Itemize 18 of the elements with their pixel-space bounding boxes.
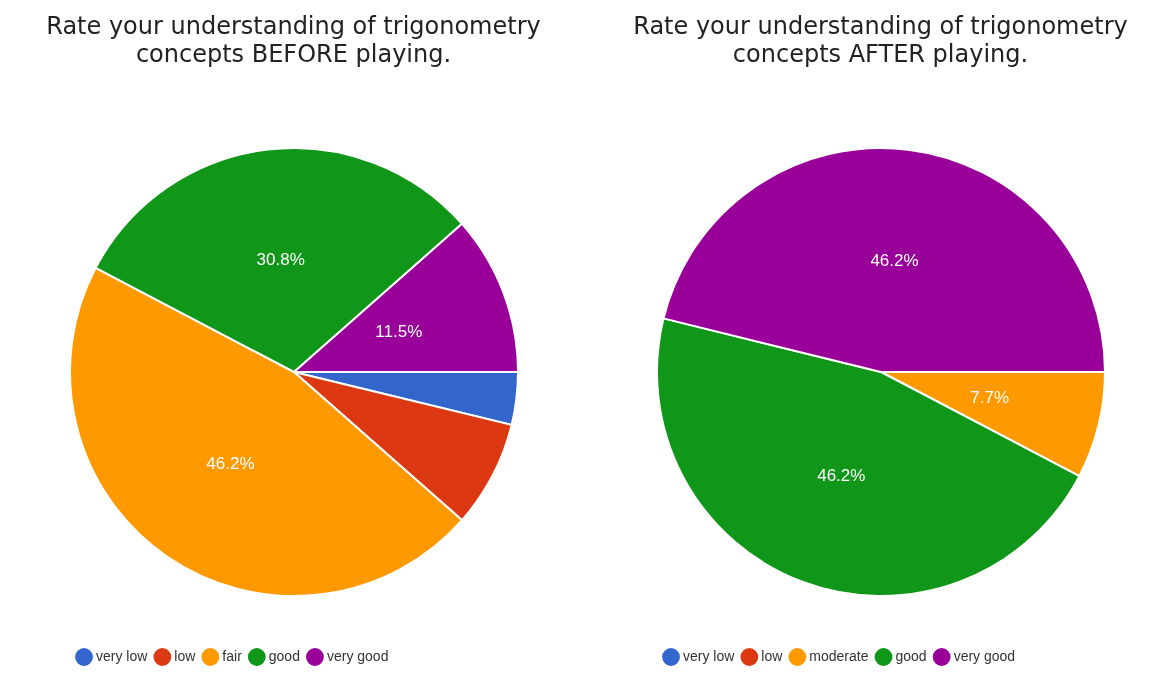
legend-label: good [895, 647, 927, 664]
data-label: 11.5% [374, 322, 422, 342]
legend-label: moderate [808, 647, 869, 664]
legend-label: very good [326, 647, 388, 664]
data-label: 46.2% [816, 466, 865, 486]
data-label: 7.7% [969, 388, 1009, 408]
chart-title: Rate your understanding of trigonometry concepts AFTER playing. [632, 12, 1129, 70]
data-label: 46.2% [869, 250, 919, 270]
legend-label: very low [682, 647, 735, 664]
legend-label: low [760, 647, 783, 664]
chart-title: Rate your understanding of trigonometry concepts BEFORE playing. [45, 12, 542, 70]
legend-label: good [268, 647, 300, 664]
data-label: 46.2% [205, 453, 255, 473]
legend-label: very low [95, 647, 148, 664]
legend-label: fair [221, 647, 242, 664]
legend-label: very good [953, 647, 1015, 664]
data-label: 30.8% [256, 250, 305, 270]
legend-label: low [173, 647, 196, 664]
